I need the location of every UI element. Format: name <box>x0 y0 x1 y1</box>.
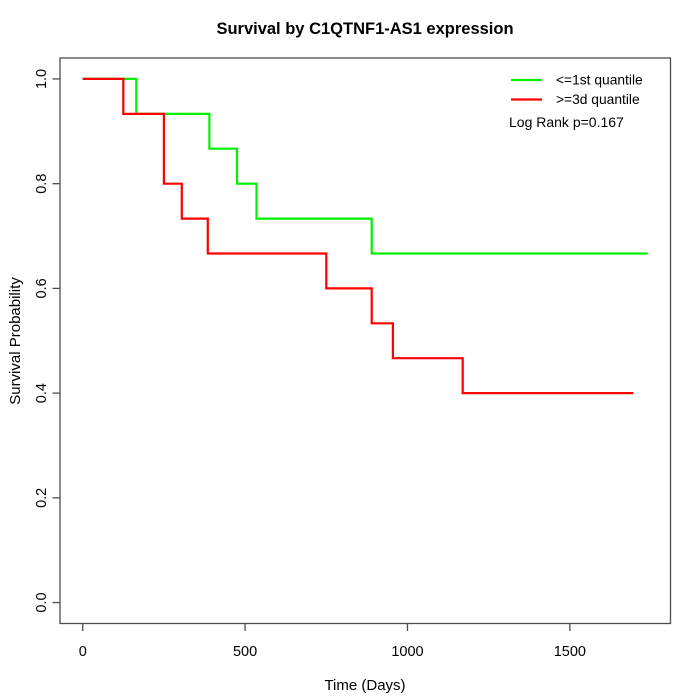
legend-label-third-quantile: >=3d quantile <box>556 92 640 107</box>
km-curve-1 <box>82 77 634 395</box>
x-tick-label: 1500 <box>554 644 586 660</box>
y-axis-title: Survival Probability <box>7 277 24 405</box>
survival-curves <box>82 77 648 395</box>
log-rank-annotation: Log Rank p=0.167 <box>509 114 624 130</box>
y-tick-label: 0.4 <box>34 383 50 403</box>
y-tick-label: 1.0 <box>34 69 50 89</box>
plot-frame <box>59 57 672 625</box>
y-tick-label: 0.2 <box>34 488 50 508</box>
y-tick-label: 0.0 <box>34 592 50 612</box>
km-curve-0 <box>82 77 648 255</box>
legend: <=1st quantile >=3d quantile <box>511 73 643 107</box>
x-tick-label: 500 <box>233 644 257 660</box>
y-tick-label: 0.8 <box>34 174 50 194</box>
x-tick-label: 0 <box>79 644 87 660</box>
chart-title: Survival by C1QTNF1-AS1 expression <box>216 20 513 38</box>
axes: 0 500 1000 1500 0.0 0.2 0.4 0.6 0.8 1.0 <box>34 69 586 660</box>
y-tick-label: 0.6 <box>34 278 50 298</box>
x-tick-label: 1000 <box>391 644 423 660</box>
legend-label-first-quantile: <=1st quantile <box>556 73 643 88</box>
x-axis-title: Time (Days) <box>324 677 405 694</box>
